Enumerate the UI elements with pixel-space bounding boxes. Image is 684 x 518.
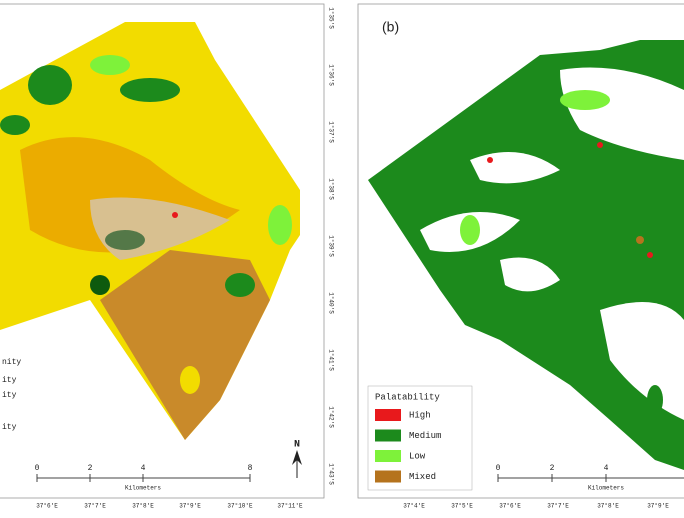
longitude-label: 37°4'E bbox=[403, 503, 425, 510]
right-frame bbox=[357, 3, 684, 499]
longitude-label: 37°11'E bbox=[277, 503, 303, 510]
longitude-label: 37°7'E bbox=[547, 503, 569, 510]
panel-label: (b) bbox=[382, 19, 399, 35]
latitude-label: 1°39'S bbox=[327, 235, 334, 257]
legend-label: Medium bbox=[409, 431, 441, 441]
right-map bbox=[368, 40, 684, 470]
scale-unit: Kilometers bbox=[125, 485, 161, 492]
legend-swatch bbox=[375, 409, 401, 421]
longitude-label: 37°9'E bbox=[647, 503, 669, 510]
scale-label: 4 bbox=[141, 464, 146, 473]
latitude-label: 1°40'S bbox=[327, 292, 334, 314]
latitude-label: 1°36'S bbox=[327, 64, 334, 86]
legend-label: Low bbox=[409, 451, 426, 461]
legend-label: ity bbox=[2, 423, 17, 432]
latitude-label: 1°41'S bbox=[327, 349, 334, 371]
legend-label: Mixed bbox=[409, 472, 436, 482]
scale-label: 8 bbox=[248, 464, 253, 473]
scale-unit: Kilometers bbox=[588, 485, 624, 492]
legend-swatch bbox=[375, 470, 401, 483]
legend-label: ity bbox=[2, 376, 17, 385]
latitude-label: 1°42'S bbox=[327, 406, 334, 428]
left-frame bbox=[0, 3, 325, 499]
legend-swatch bbox=[375, 450, 401, 462]
scale-label: 0 bbox=[35, 464, 40, 473]
legend-swatch bbox=[375, 429, 401, 442]
latitude-label: 1°43'S bbox=[327, 463, 334, 485]
legend-label: ity bbox=[2, 391, 17, 400]
longitude-label: 37°6'E bbox=[36, 503, 58, 510]
north-arrow-head bbox=[292, 450, 302, 465]
longitude-label: 37°5'E bbox=[451, 503, 473, 510]
latitude-label: 1°37'S bbox=[327, 121, 334, 143]
left-map bbox=[0, 22, 300, 440]
north-label: N bbox=[294, 440, 300, 451]
legend-label: High bbox=[409, 410, 431, 420]
longitude-label: 37°7'E bbox=[84, 503, 106, 510]
longitude-label: 37°6'E bbox=[499, 503, 521, 510]
longitude-label: 37°9'E bbox=[179, 503, 201, 510]
latitude-label: 1°38'S bbox=[327, 178, 334, 200]
longitude-label: 37°8'E bbox=[132, 503, 154, 510]
scale-label: 2 bbox=[88, 464, 93, 473]
legend-label: nity bbox=[2, 358, 21, 367]
scale-label: 4 bbox=[604, 464, 609, 473]
longitude-label: 37°8'E bbox=[597, 503, 619, 510]
scale-label: 2 bbox=[550, 464, 555, 473]
latitude-label: 1°35'S bbox=[327, 7, 334, 29]
scale-label: 0 bbox=[496, 464, 501, 473]
legend-title: Palatability bbox=[375, 392, 440, 402]
longitude-label: 37°10'E bbox=[227, 503, 253, 510]
